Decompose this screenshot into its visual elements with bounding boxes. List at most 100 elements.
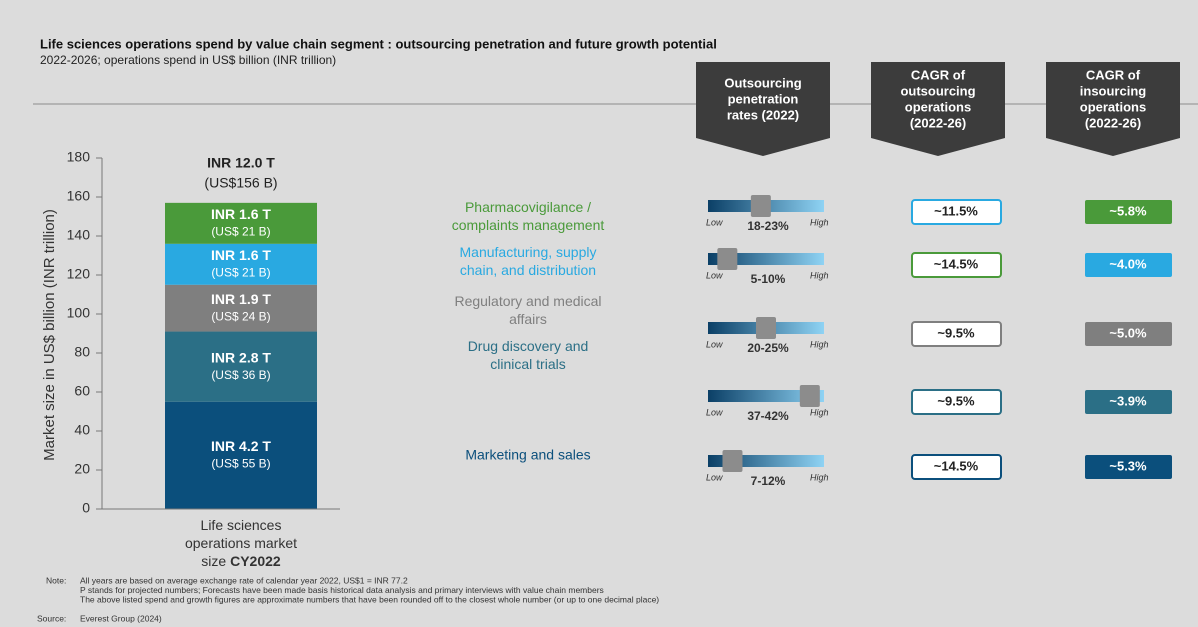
low-label: Low <box>706 339 723 349</box>
outsourcing-box <box>911 252 1002 278</box>
insourcing-cagr: ~5.3% <box>1109 458 1147 473</box>
value-label: (US$ 36 B) <box>211 368 270 382</box>
insourcing-box <box>1085 200 1172 224</box>
y-axis-label: Market size in US$ billion (INR trillion… <box>41 209 58 461</box>
outsourcing-cagr: ~14.5% <box>934 458 979 473</box>
note-line: The above listed spend and growth figure… <box>80 594 659 604</box>
x-tick-label: Life sciences operations market size CY2… <box>176 516 306 570</box>
header-arrow <box>871 62 1005 156</box>
y-tick-label: 120 <box>67 266 91 282</box>
high-label: High <box>810 217 829 227</box>
source-label: Source: <box>37 613 66 623</box>
note-line: All years are based on average exchange … <box>80 575 408 585</box>
insourcing-cagr: ~5.8% <box>1109 203 1147 218</box>
slider-knob <box>756 317 776 339</box>
low-label: Low <box>706 472 723 482</box>
insourcing-cagr: ~3.9% <box>1109 393 1147 408</box>
insourcing-box <box>1085 455 1172 479</box>
high-label: High <box>810 339 829 349</box>
legend-label: Manufacturing, supply chain, and distribu… <box>460 244 597 278</box>
header-text: CAGR of <box>1086 67 1141 82</box>
insourcing-cagr: ~5.0% <box>1109 325 1147 340</box>
y-tick-label: 0 <box>82 500 90 516</box>
high-label: High <box>810 270 829 280</box>
low-label: Low <box>706 217 723 227</box>
bar-segment <box>165 202 317 244</box>
range-label: 5-10% <box>751 272 786 286</box>
outsourcing-box <box>911 454 1002 480</box>
category: Life sciences operations market size <box>184 517 298 569</box>
bar-segment <box>165 331 317 402</box>
outsourcing-box <box>911 321 1002 347</box>
legend-line: Drug discovery and <box>468 338 589 354</box>
header-arrow <box>1046 62 1180 156</box>
header-text: insourcing <box>1080 83 1147 98</box>
y-tick-label: 80 <box>74 344 90 360</box>
legend-line: affairs <box>509 311 547 327</box>
value-label: (US$ 21 B) <box>211 224 270 238</box>
chart-title: Life sciences operations spend by value … <box>40 36 717 51</box>
header-arrow <box>696 62 830 156</box>
insourcing-box <box>1085 253 1172 277</box>
y-tick-label: 40 <box>74 422 90 438</box>
header-text: (2022-26) <box>910 115 966 130</box>
y-tick-label: 20 <box>74 461 90 477</box>
outsourcing-box <box>911 199 1002 225</box>
y-tick-label: 180 <box>67 149 91 165</box>
slider-knob <box>750 195 771 217</box>
bar-segment <box>165 401 317 509</box>
value-label: (US$ 55 B) <box>211 457 270 471</box>
source: Everest Group (2024) <box>80 613 162 623</box>
legend-label: Regulatory and medical affairs <box>454 293 601 327</box>
total-sublabel: (US$156 B) <box>204 175 277 191</box>
header-text: (2022-26) <box>1085 115 1141 130</box>
legend-line: chain, and distribution <box>460 262 596 278</box>
range-label: 7-12% <box>751 474 786 488</box>
outsourcing-cagr: ~11.5% <box>934 203 978 218</box>
header-text: outsourcing <box>900 83 975 98</box>
outsourcing-cagr: ~9.5% <box>937 325 975 340</box>
low-label: Low <box>706 270 723 280</box>
slider-track <box>708 390 824 402</box>
legend-label: Drug discovery and clinical trials <box>468 338 589 372</box>
header-text: penetration <box>728 91 799 106</box>
range-label: 37-42% <box>747 409 789 423</box>
segment-inr-label: INR 4.2 T <box>211 438 271 454</box>
header-text: rates (2022) <box>727 107 799 122</box>
header-text: CAGR of <box>911 67 966 82</box>
bar-segment <box>165 243 317 285</box>
insourcing-box <box>1085 390 1172 414</box>
outsourcing-box <box>911 389 1002 415</box>
legend-line: clinical trials <box>490 356 565 372</box>
segment-inr-label: INR 1.6 T <box>211 247 271 263</box>
legend-line: Pharmacovigilance / <box>465 199 591 215</box>
range-label: 20-25% <box>747 341 789 355</box>
y-tick-label: 160 <box>67 188 91 204</box>
legend-line: Regulatory and medical <box>454 293 601 309</box>
note-line: P stands for projected numbers; Forecast… <box>80 585 604 595</box>
note-label: Note: <box>46 575 66 585</box>
outsourcing-cagr: ~14.5% <box>934 256 979 271</box>
y-tick-label: 100 <box>67 305 91 321</box>
outsourcing-cagr: ~9.5% <box>937 393 975 408</box>
y-tick-label: 140 <box>67 227 91 243</box>
header-text: operations <box>905 99 971 114</box>
legend-line: Manufacturing, supply <box>460 244 597 260</box>
header-text: Outsourcing <box>724 75 801 90</box>
insourcing-cagr: ~4.0% <box>1109 256 1147 271</box>
value-label: (US$ 21 B) <box>211 265 270 279</box>
legend-label: Pharmacovigilance / complaints management <box>452 199 605 233</box>
period: CY2022 <box>230 553 281 569</box>
segment-inr-label: INR 2.8 T <box>211 349 271 365</box>
chart-subtitle: 2022-2026; operations spend in US$ billi… <box>40 53 336 67</box>
range-label: 18-23% <box>747 219 789 233</box>
high-label: High <box>810 407 829 417</box>
total-label: INR 12.0 T <box>207 155 275 171</box>
low-label: Low <box>706 407 723 417</box>
legend-label: Marketing and sales <box>465 447 590 463</box>
header-text: operations <box>1080 99 1146 114</box>
high-label: High <box>810 472 829 482</box>
y-tick-label: 60 <box>74 383 90 399</box>
